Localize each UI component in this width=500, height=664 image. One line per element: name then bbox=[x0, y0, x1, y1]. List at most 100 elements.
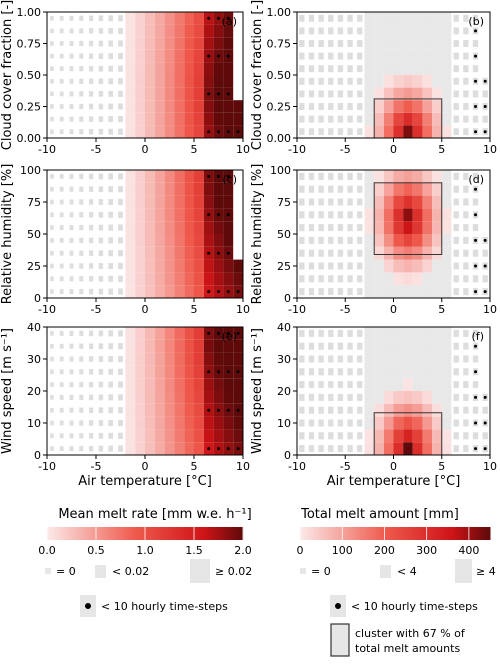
heatmap-cell bbox=[50, 53, 54, 59]
heatmap-cell bbox=[194, 182, 204, 196]
low-count-dot bbox=[207, 213, 211, 217]
heatmap-cell bbox=[482, 432, 488, 440]
colorbar-segment bbox=[445, 527, 450, 540]
y-tick-label: 75 bbox=[27, 196, 41, 209]
heatmap-cell bbox=[299, 406, 305, 414]
heatmap-cell bbox=[118, 103, 123, 110]
heatmap-cell bbox=[299, 262, 305, 270]
heatmap-cell bbox=[318, 249, 324, 257]
heatmap-cell bbox=[145, 24, 155, 38]
heatmap-cell bbox=[154, 246, 165, 260]
low-count-dot bbox=[217, 92, 220, 96]
y-axis-label: Cloud cover fraction [-] bbox=[0, 0, 15, 150]
heatmap-cell bbox=[118, 78, 123, 85]
heatmap-cell bbox=[213, 234, 224, 247]
heatmap-cell bbox=[403, 259, 413, 273]
heatmap-cell bbox=[125, 49, 136, 63]
heatmap-cell bbox=[364, 272, 375, 286]
heatmap-cell bbox=[145, 62, 155, 75]
heatmap-cell bbox=[79, 78, 84, 84]
heatmap-cell bbox=[393, 246, 404, 260]
y-tick-label: 1.00 bbox=[267, 6, 292, 19]
heatmap-cell bbox=[108, 394, 114, 401]
colorbar-segment bbox=[125, 527, 130, 540]
colorbar-segment bbox=[353, 527, 358, 540]
x-tick-label: 5 bbox=[438, 143, 445, 156]
heatmap-cell bbox=[374, 442, 384, 455]
heatmap-cell bbox=[299, 128, 305, 136]
heatmap-cell bbox=[364, 327, 375, 340]
heatmap-cell bbox=[108, 262, 114, 270]
colorbar-segment bbox=[184, 527, 188, 540]
heatmap-cell bbox=[432, 416, 442, 430]
colorbar-segment bbox=[53, 527, 58, 540]
heatmap-cell bbox=[50, 41, 54, 46]
heatmap-cell bbox=[318, 355, 324, 363]
heatmap-cell bbox=[337, 185, 344, 193]
heatmap-cell bbox=[383, 221, 394, 234]
heatmap-cell bbox=[184, 62, 194, 75]
heatmap-cell bbox=[213, 272, 224, 286]
heatmap-cell bbox=[108, 103, 114, 110]
heatmap-cell bbox=[463, 249, 469, 257]
heatmap-cell bbox=[472, 172, 479, 180]
low-count-dot bbox=[474, 395, 478, 399]
heatmap-cell bbox=[308, 236, 315, 244]
heatmap-cell bbox=[463, 288, 469, 296]
heatmap-cell bbox=[463, 355, 469, 363]
heatmap-cell bbox=[453, 406, 459, 414]
heatmap-cell bbox=[135, 285, 145, 298]
heatmap-cell bbox=[463, 393, 469, 401]
colorbar-segment bbox=[63, 527, 68, 540]
heatmap-cell bbox=[432, 195, 442, 209]
heatmap-cell bbox=[347, 432, 353, 440]
heatmap-cell bbox=[154, 285, 165, 298]
heatmap-cell bbox=[328, 342, 334, 350]
colorbar-segment bbox=[73, 527, 77, 540]
heatmap-cell bbox=[441, 87, 452, 101]
heatmap-cell bbox=[412, 327, 423, 340]
colorbar-segment bbox=[96, 527, 100, 540]
heatmap-cell bbox=[364, 100, 375, 113]
heatmap-cell bbox=[203, 112, 214, 126]
heatmap-cell bbox=[453, 198, 459, 206]
heatmap-cell bbox=[337, 406, 344, 414]
heatmap-cell bbox=[145, 246, 155, 260]
heatmap-cell bbox=[69, 394, 74, 400]
heatmap-cell bbox=[403, 112, 413, 126]
heatmap-cell bbox=[347, 185, 353, 193]
heatmap-cell bbox=[108, 445, 114, 452]
low-count-dot bbox=[207, 290, 211, 294]
heatmap-cell bbox=[374, 416, 384, 430]
heatmap-cell bbox=[79, 173, 84, 180]
heatmap-cell bbox=[422, 221, 433, 234]
low-count-dot bbox=[217, 290, 220, 294]
colorbar-segment bbox=[233, 527, 237, 540]
heatmap-cell bbox=[194, 24, 204, 38]
low-count-dot bbox=[236, 290, 240, 294]
rate-small-label: < 0.02 bbox=[112, 565, 149, 578]
heatmap-cell bbox=[154, 12, 165, 25]
heatmap-cell bbox=[403, 87, 413, 101]
heatmap-cell bbox=[194, 87, 204, 101]
heatmap-cell bbox=[463, 198, 469, 206]
heatmap-cell bbox=[69, 382, 74, 388]
y-tick-label: 10 bbox=[277, 417, 291, 430]
y-tick-label: 0.50 bbox=[17, 69, 42, 82]
heatmap-cell bbox=[347, 103, 353, 110]
colorbar-segment bbox=[341, 527, 345, 540]
heatmap-cell bbox=[125, 221, 136, 234]
colorbar-segment bbox=[82, 527, 87, 540]
heatmap-cell bbox=[463, 224, 469, 232]
heatmap-cell bbox=[374, 339, 384, 353]
heatmap-cell bbox=[422, 246, 433, 260]
heatmap-cell bbox=[422, 352, 433, 366]
heatmap-cell bbox=[108, 90, 114, 97]
heatmap-cell bbox=[154, 49, 165, 63]
heatmap-cell bbox=[79, 212, 84, 218]
heatmap-cell bbox=[318, 236, 324, 244]
heatmap-cell bbox=[364, 403, 375, 417]
heatmap-cell bbox=[432, 182, 442, 196]
low-count-dot bbox=[474, 264, 478, 268]
heatmap-cell bbox=[412, 339, 423, 353]
